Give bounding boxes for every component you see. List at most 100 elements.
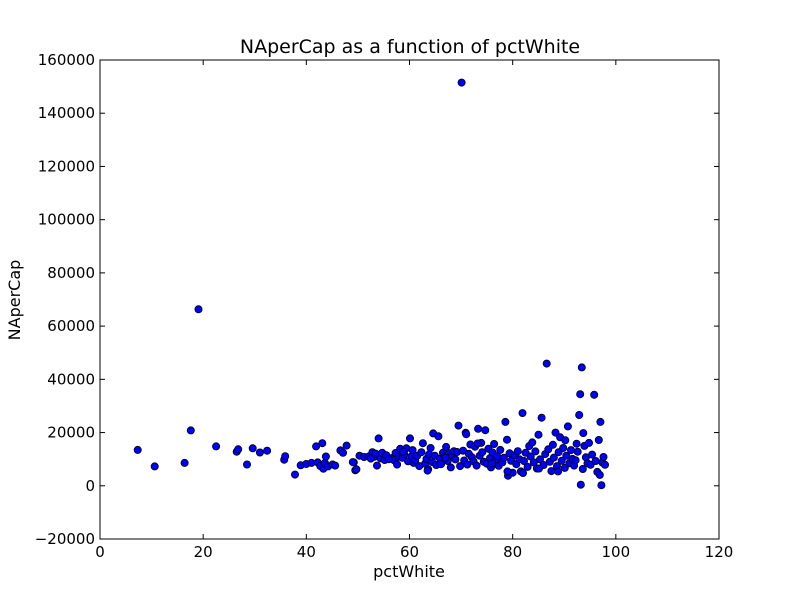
plot-area: 0 20 40 60 80 100 120−200000200004000060000800… [35, 51, 734, 561]
data-point [150, 462, 159, 471]
data-point [434, 432, 443, 441]
data-point [446, 463, 455, 472]
data-point [426, 443, 435, 452]
data-point [281, 452, 290, 461]
y-tick-label: −20000 [35, 530, 95, 548]
data-point [599, 452, 608, 461]
data-point [399, 447, 408, 456]
data-point [263, 446, 272, 455]
data-point [436, 460, 445, 469]
data-point [194, 305, 203, 314]
data-point [441, 453, 450, 462]
data-point [571, 456, 580, 465]
data-point [405, 434, 414, 443]
data-point [567, 446, 576, 455]
x-tick-label: 80 [503, 543, 522, 561]
data-point [384, 455, 393, 464]
data-point [559, 443, 568, 452]
data-point [393, 460, 402, 469]
data-point [418, 439, 427, 448]
data-point [372, 461, 381, 470]
data-point [502, 435, 511, 444]
data-point [503, 467, 512, 476]
data-point [318, 439, 327, 448]
data-point [518, 409, 527, 418]
data-point [473, 439, 482, 448]
data-point [563, 422, 572, 431]
data-point [531, 447, 540, 456]
data-point [537, 413, 546, 422]
data-point [597, 481, 606, 490]
data-point [463, 460, 472, 469]
data-point [417, 448, 426, 457]
x-tick-label: 20 [194, 543, 213, 561]
data-point [248, 444, 257, 453]
data-point [454, 421, 463, 430]
data-point [577, 363, 586, 372]
y-tick-label: 80000 [47, 264, 95, 282]
x-tick-label: 60 [400, 543, 419, 561]
data-point [338, 448, 347, 457]
y-tick-label: 0 [85, 477, 95, 495]
data-point [499, 453, 508, 462]
data-point [549, 453, 558, 462]
data-point [579, 429, 588, 438]
data-point [573, 447, 582, 456]
data-point [576, 480, 585, 489]
y-tick-label: 40000 [47, 370, 95, 388]
data-point [442, 442, 451, 451]
data-point [536, 455, 545, 464]
data-point [490, 439, 499, 448]
data-point [590, 390, 599, 399]
data-point [554, 467, 563, 476]
y-axis-label: NAperCap [5, 260, 24, 341]
x-tick-label: 120 [705, 543, 734, 561]
data-point [523, 462, 532, 471]
data-point [331, 461, 340, 470]
data-point [601, 460, 610, 469]
data-point [478, 448, 487, 457]
data-point [591, 456, 600, 465]
x-tick-label: 40 [297, 543, 316, 561]
data-point [474, 424, 483, 433]
x-axis-label: pctWhite [373, 562, 445, 581]
data-point [321, 452, 330, 461]
data-point [481, 426, 490, 435]
data-point [578, 464, 587, 473]
data-point [133, 445, 142, 454]
data-point [548, 440, 557, 449]
data-point [234, 445, 243, 454]
data-point [366, 454, 375, 463]
y-tick-label: 160000 [38, 51, 95, 69]
data-point [186, 426, 195, 435]
data-point [535, 464, 544, 473]
data-point [561, 436, 570, 445]
data-point [342, 441, 351, 450]
data-point [408, 446, 417, 455]
x-tick-label: 0 [95, 543, 105, 561]
data-point [457, 78, 466, 87]
data-point [312, 442, 321, 451]
data-point [462, 430, 471, 439]
data-point [576, 390, 585, 399]
data-point [290, 470, 299, 479]
data-point [212, 442, 221, 451]
data-point [534, 430, 543, 439]
data-point [423, 466, 432, 475]
y-tick-label: 140000 [38, 104, 95, 122]
data-point [348, 458, 357, 467]
data-point [542, 359, 551, 368]
y-tick-label: 100000 [38, 211, 95, 229]
data-point [594, 435, 603, 444]
data-point [242, 460, 251, 469]
data-point [557, 456, 566, 465]
data-point [513, 447, 522, 456]
data-point [572, 439, 581, 448]
data-point [180, 458, 189, 467]
data-point [596, 417, 605, 426]
data-point [352, 465, 361, 474]
chart-title: NAperCap as a function of pctWhite [240, 36, 580, 58]
data-point [519, 468, 528, 477]
data-point [562, 451, 571, 460]
